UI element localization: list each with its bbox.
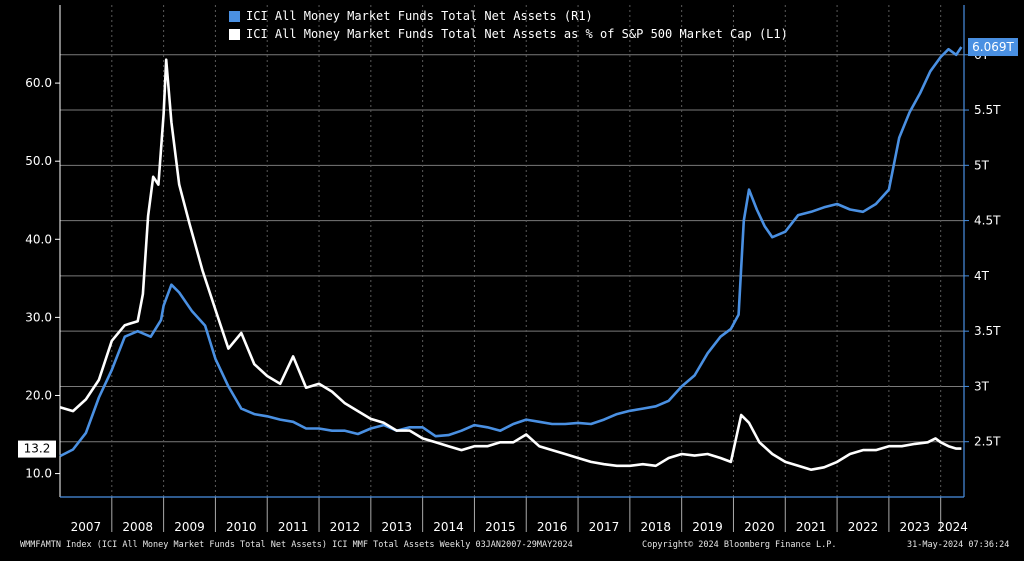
x-tick-label: 2024 bbox=[937, 520, 968, 534]
series-line-r1 bbox=[59, 46, 963, 458]
x-tick-label: 2010 bbox=[226, 520, 257, 534]
x-tick-label: 2016 bbox=[537, 520, 568, 534]
x-tick-label: 2015 bbox=[485, 520, 516, 534]
x-tick-label: 2017 bbox=[589, 520, 620, 534]
legend-label-r1: ICI All Money Market Funds Total Net Ass… bbox=[246, 9, 593, 23]
footer-timestamp: 31-May-2024 07:36:24 bbox=[907, 540, 1010, 550]
y-right-tick-label: 2.5T bbox=[974, 435, 1001, 449]
grid-lines bbox=[60, 5, 964, 497]
x-tick-label: 2021 bbox=[796, 520, 827, 534]
axes bbox=[55, 5, 969, 532]
y-right-tick-label: 4T bbox=[974, 269, 990, 283]
last-value-label-r1: 6.069T bbox=[972, 40, 1014, 54]
legend-item-r1: ICI All Money Market Funds Total Net Ass… bbox=[229, 7, 788, 25]
x-tick-label: 2007 bbox=[71, 520, 102, 534]
x-tick-label: 2019 bbox=[692, 520, 723, 534]
x-tick-label: 2009 bbox=[174, 520, 205, 534]
x-tick-label: 2022 bbox=[848, 520, 879, 534]
axis-labels: 2.5T3T3.5T4T4.5T5T5.5T6T10.020.030.040.0… bbox=[18, 38, 1018, 534]
x-tick-label: 2014 bbox=[433, 520, 464, 534]
series-layer bbox=[59, 46, 963, 471]
x-tick-label: 2018 bbox=[640, 520, 671, 534]
x-tick-label: 2008 bbox=[122, 520, 153, 534]
x-tick-label: 2020 bbox=[744, 520, 775, 534]
footer-copyright: Copyright© 2024 Bloomberg Finance L.P. bbox=[642, 540, 837, 550]
y-left-tick-label: 50.0 bbox=[25, 154, 52, 168]
legend-label-l1: ICI All Money Market Funds Total Net Ass… bbox=[246, 27, 788, 41]
y-right-tick-label: 5.5T bbox=[974, 103, 1001, 117]
legend-item-l1: ICI All Money Market Funds Total Net Ass… bbox=[229, 25, 788, 43]
y-left-tick-label: 10.0 bbox=[25, 467, 52, 481]
legend-swatch-l1 bbox=[229, 28, 240, 40]
y-left-tick-label: 40.0 bbox=[25, 232, 52, 246]
y-right-tick-label: 4.5T bbox=[974, 214, 1001, 228]
x-tick-label: 2023 bbox=[900, 520, 931, 534]
legend-swatch-r1 bbox=[229, 10, 240, 22]
y-right-tick-label: 3T bbox=[974, 379, 990, 393]
y-right-tick-label: 5T bbox=[974, 158, 990, 172]
last-value-badge-r1 bbox=[968, 38, 1018, 57]
x-tick-label: 2011 bbox=[278, 520, 309, 534]
last-value-label-l1: 13.2 bbox=[24, 442, 51, 456]
y-left-tick-label: 60.0 bbox=[25, 76, 52, 90]
x-tick-label: 2013 bbox=[381, 520, 412, 534]
footer-source: WMMFAMTN Index (ICI All Money Market Fun… bbox=[20, 540, 573, 550]
chart-canvas: 2.5T3T3.5T4T4.5T5T5.5T6T10.020.030.040.0… bbox=[18, 5, 1018, 534]
last-value-badge-l1 bbox=[18, 440, 56, 458]
legend: ICI All Money Market Funds Total Net Ass… bbox=[229, 7, 788, 43]
series-line-l1 bbox=[59, 58, 962, 471]
x-tick-label: 2012 bbox=[330, 520, 361, 534]
y-left-tick-label: 20.0 bbox=[25, 388, 52, 402]
y-right-tick-label: 3.5T bbox=[974, 324, 1001, 338]
y-left-tick-label: 30.0 bbox=[25, 310, 52, 324]
